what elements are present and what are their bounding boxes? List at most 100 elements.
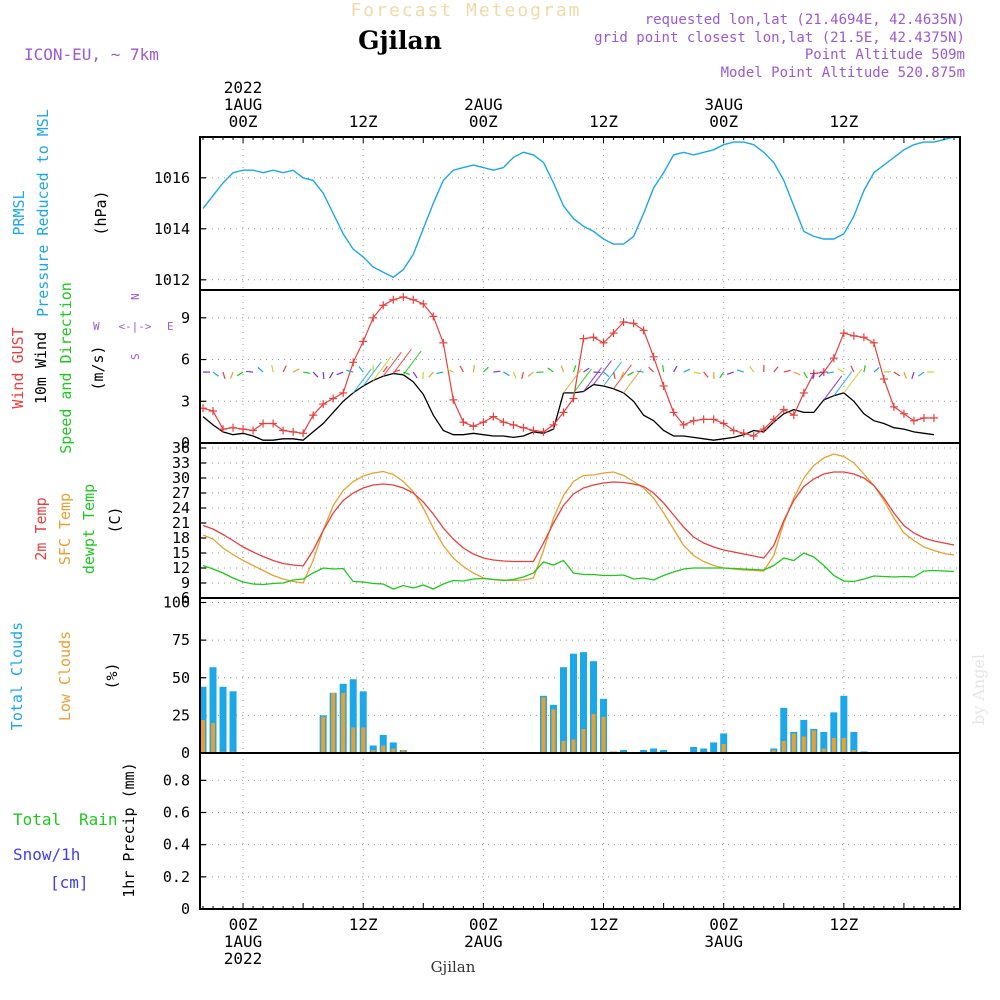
low-cloud-bar <box>821 748 826 753</box>
total-cloud-bar <box>229 691 237 753</box>
wind-hatch <box>392 349 412 374</box>
total-cloud-bar <box>620 749 628 753</box>
bottom-time-label: 00Z <box>229 915 258 934</box>
total-cloud-bar <box>569 653 577 753</box>
model-label: ICON-EU, ~ 7km <box>24 45 159 64</box>
wind-direction-arrow <box>826 371 834 374</box>
wind-direction-arrow <box>673 365 678 373</box>
total-cloud-bar <box>219 686 227 753</box>
low-cloud-bar <box>201 719 206 753</box>
low-cloud-bar <box>401 749 406 753</box>
wind-direction-arrow <box>693 371 701 375</box>
wind-direction-arrow <box>627 371 634 376</box>
top-time-label: 12Z <box>349 112 378 131</box>
wind-direction-arrow <box>236 371 244 377</box>
wind-direction-arrow <box>726 371 734 375</box>
dewpt-label: dewpt Temp <box>80 484 98 574</box>
wind-direction-arrow <box>521 371 525 380</box>
wind-direction-arrow <box>358 366 364 373</box>
top-time-label: 00Z <box>709 112 738 131</box>
panels: 1012101410160369691215182124273033360255… <box>154 137 960 918</box>
location-title: Gjilan <box>358 26 442 55</box>
wind-direction-arrow <box>863 365 866 373</box>
total-cloud-bar <box>840 695 848 753</box>
wind-direction-arrow <box>662 365 665 373</box>
wind-ytick-label: 9 <box>181 309 190 327</box>
wind-hatch <box>593 360 612 385</box>
wind-hatch <box>352 368 372 394</box>
wind-frame <box>199 289 961 444</box>
pressure-line <box>202 136 955 279</box>
wind-direction-arrow <box>428 371 434 378</box>
temp-ytick-label: 21 <box>172 514 190 532</box>
total-rain-label: Total <box>13 810 61 829</box>
low-cloud-bar <box>801 736 806 753</box>
wind-direction-arrow <box>229 371 234 379</box>
top-time-label: 12Z <box>589 112 618 131</box>
low-cloud-bar <box>361 727 366 753</box>
total-clouds-label: Total Clouds <box>8 622 26 730</box>
low-clouds-label: Low Clouds <box>56 631 74 721</box>
bottom-time-label: 12Z <box>589 915 618 934</box>
bottom-time-label: 12Z <box>829 915 858 934</box>
total-cloud-bar <box>700 748 708 753</box>
temp-ytick-label: 6 <box>181 589 190 607</box>
total-cloud-bar <box>209 667 217 753</box>
precip-unit-label: 1hr Precip (mm) <box>120 762 138 897</box>
wind-direction-arrow <box>719 371 725 379</box>
wind-direction-arrow <box>903 371 907 379</box>
wind-direction-arrow <box>749 365 755 373</box>
wind-direction-arrow <box>911 371 915 379</box>
compass-south: S <box>129 353 142 360</box>
top-time-label: 2AUG <box>464 95 503 114</box>
wind-direction-arrow <box>873 367 880 373</box>
panel-frames <box>199 136 961 910</box>
low-cloud-bar <box>811 730 816 753</box>
precip-ytick-label: 0.2 <box>163 868 190 886</box>
temp-sfc-label: SFC Temp <box>56 493 74 565</box>
wind-hatch <box>573 368 592 394</box>
wind-hatch <box>843 368 863 394</box>
temp-unit-label: (C) <box>106 506 124 533</box>
requested-location: requested lon,lat (21.4694E, 42.4635N) <box>645 12 965 28</box>
wind-direction-arrow <box>312 371 319 378</box>
wind-hatch <box>563 368 582 394</box>
wind-gust-label: Wind GUST <box>9 327 27 408</box>
total-cloud-bar <box>660 749 668 753</box>
total-cloud-bar <box>349 679 357 753</box>
low-cloud-bar <box>331 692 336 753</box>
temp-2m-label: 2m Temp <box>32 497 50 560</box>
wind-ytick-label: 3 <box>181 392 190 410</box>
wind-hatch <box>372 356 392 381</box>
total-cloud-bar <box>379 734 387 753</box>
clouds-unit-label: (%) <box>103 662 121 689</box>
wind-direction-arrow <box>773 366 779 373</box>
low-cloud-bar <box>771 749 776 753</box>
wind-direction-arrow <box>893 371 901 377</box>
temp-ytick-label: 33 <box>172 454 190 472</box>
top-time-label: 00Z <box>469 112 498 131</box>
pressure-ytick-label: 1014 <box>154 220 190 238</box>
total-cloud-bar <box>359 691 367 753</box>
total-cloud-bar <box>369 745 377 753</box>
wind-direction-arrow <box>612 371 616 380</box>
wind-hatch <box>362 361 382 387</box>
total-cloud-bar <box>590 661 598 753</box>
wind-direction-arrow <box>382 366 388 373</box>
wind-direction-arrow <box>303 371 311 374</box>
wind-direction-arrow <box>503 371 510 377</box>
low-cloud-bar <box>321 716 326 753</box>
wind-direction-arrow <box>493 370 501 373</box>
wind-hatch <box>583 367 602 392</box>
temp-ytick-label: 18 <box>172 529 190 547</box>
total-cloud-bar <box>690 746 698 753</box>
total-cloud-bar <box>780 707 788 753</box>
wind-hatch <box>833 371 853 397</box>
wind-direction-arrow <box>547 367 554 373</box>
temp-ytick-label: 9 <box>181 574 190 592</box>
low-cloud-bar <box>791 733 796 753</box>
temp-ytick-label: 36 <box>172 439 190 457</box>
wind-direction-arrow <box>329 371 334 379</box>
low-cloud-bar <box>391 748 396 753</box>
temp-sfc-line <box>202 453 955 584</box>
